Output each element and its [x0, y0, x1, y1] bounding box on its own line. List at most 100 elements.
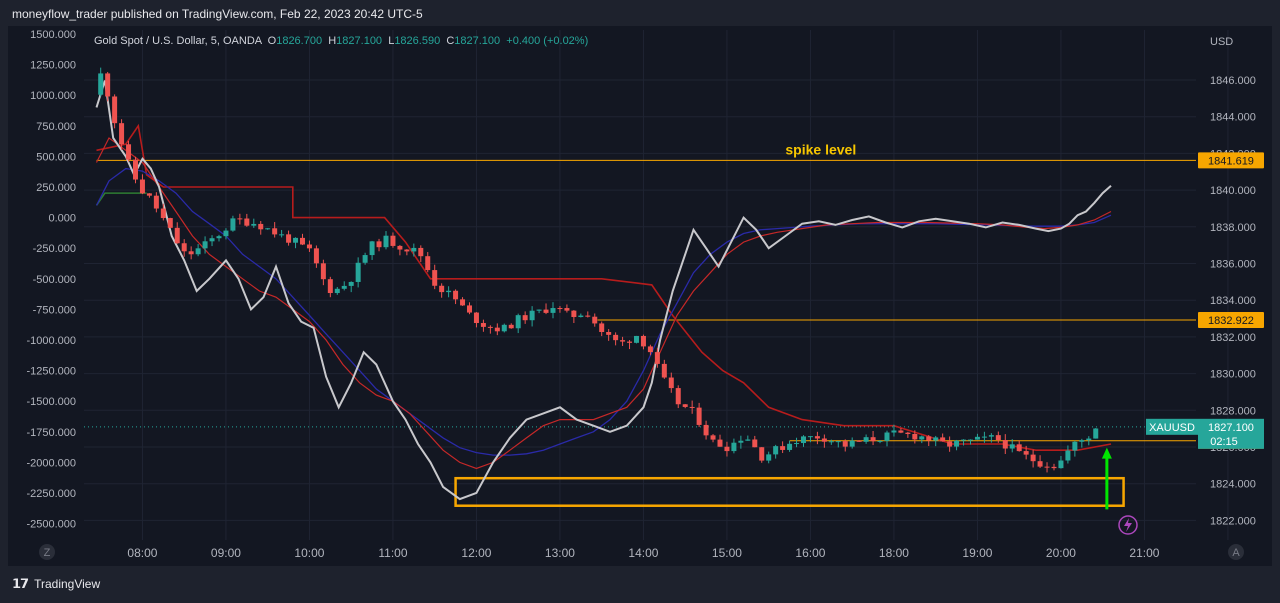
candle-body: [439, 285, 445, 293]
oscillator-tick-label: 1500.000: [30, 29, 76, 41]
legend-open-value: 1826.700: [276, 35, 323, 47]
candle-body: [1044, 466, 1050, 468]
candle-body: [870, 437, 876, 442]
candle-body: [633, 335, 639, 343]
candle-body: [627, 341, 633, 343]
last-price-text: 1827.100: [1208, 422, 1254, 434]
time-tick-label: 19:00: [962, 546, 992, 560]
candle-body: [724, 446, 730, 452]
a-button[interactable]: [1228, 544, 1244, 560]
candle-body: [1037, 461, 1043, 467]
price-tick-label: 1846.000: [1210, 75, 1256, 87]
candle-body: [550, 308, 556, 313]
oscillator-tick-label: -750.000: [33, 304, 76, 316]
candle-body: [258, 223, 264, 230]
price-labels-group: 1841.6191832.9221826.343XAUUSD1827.10002…: [1146, 152, 1264, 449]
price-tick-label: 1828.000: [1210, 405, 1256, 417]
candle-body: [237, 218, 243, 220]
tradingview-logo[interactable]: 𝟭𝟳 TradingView: [12, 576, 100, 592]
grid: [84, 30, 1229, 540]
candle-body: [717, 439, 723, 447]
candle-body: [105, 73, 111, 97]
candle-body: [508, 324, 514, 329]
candle-body: [160, 208, 166, 219]
candle-body: [279, 234, 285, 236]
candle-body: [216, 236, 222, 239]
candle-body: [884, 432, 890, 441]
candle-body: [821, 438, 827, 442]
oscillator-tick-label: 500.000: [36, 151, 76, 163]
candle-body: [578, 315, 584, 318]
candle-body: [327, 279, 333, 294]
oscillator-tick-label: -2000.000: [26, 457, 76, 469]
candle-body: [487, 326, 493, 328]
time-tick-label: 09:00: [211, 546, 241, 560]
candle-body: [696, 407, 702, 425]
candle-body: [1030, 454, 1036, 462]
candle-body: [146, 193, 152, 196]
candle-body: [188, 251, 194, 255]
oscillator-tick-label: -2500.000: [26, 519, 76, 531]
price-tick-label: 1844.000: [1210, 112, 1256, 124]
candle-body: [466, 305, 472, 313]
candle-body: [807, 436, 813, 438]
legend-close-value: 1827.100: [454, 35, 501, 47]
candle-body: [536, 309, 542, 311]
candle-body: [863, 437, 869, 442]
candle-body: [585, 315, 591, 317]
candle-body: [905, 432, 911, 434]
candle-body: [1065, 450, 1071, 461]
candle-body: [522, 315, 528, 321]
candle-body: [313, 248, 319, 264]
zone-box: [454, 476, 1125, 507]
candle-body: [800, 436, 806, 444]
candle-body: [460, 299, 466, 306]
oscillator-tick-label: -1000.000: [26, 335, 76, 347]
candle-body: [613, 334, 619, 341]
z-button-label: Z: [44, 547, 51, 559]
candle-body: [494, 327, 500, 332]
lightning-icon[interactable]: [1118, 515, 1138, 535]
candle-body: [745, 439, 751, 441]
oscillator-tick-label: 1250.000: [30, 60, 76, 72]
candle-body: [209, 238, 215, 242]
candle-body: [974, 436, 980, 440]
oscillator-blue-line: [95, 167, 1112, 456]
candle-body: [647, 346, 653, 353]
candle-body: [480, 323, 486, 327]
candle-body: [814, 436, 820, 439]
symbol-tag: [1146, 418, 1198, 435]
candle-body: [418, 247, 424, 257]
candle-body: [174, 227, 180, 244]
candle-body: [1016, 444, 1022, 452]
legend-symbol: Gold Spot / U.S. Dollar, 5, OANDA: [94, 35, 262, 47]
oscillator-tick-label: 250.000: [36, 182, 76, 194]
candle-body: [988, 435, 994, 437]
stop-line: [96, 123, 1112, 452]
price-tick-label: 1824.000: [1210, 479, 1256, 491]
price-tick-label: 1832.000: [1210, 332, 1256, 344]
legend-high-label: H: [328, 35, 337, 47]
candle-body: [411, 247, 417, 252]
candle-body: [383, 235, 389, 248]
candle-body: [787, 443, 793, 450]
candle-body: [320, 263, 326, 280]
candle-body: [251, 223, 257, 226]
candle-body: [592, 316, 598, 324]
horizontal-level-price-tag: [1198, 311, 1264, 328]
price-tick-label: 1836.000: [1210, 259, 1256, 271]
candle-body: [606, 331, 612, 335]
price-axis-unit: USD: [1210, 36, 1233, 48]
candle-body: [731, 442, 737, 452]
candle-body: [195, 248, 201, 255]
time-tick-label: 12:00: [461, 546, 491, 560]
candle-body: [1086, 438, 1092, 441]
time-tick-label: 11:00: [378, 546, 407, 560]
candle-body: [265, 228, 271, 230]
z-button[interactable]: [39, 544, 55, 560]
candle-body: [682, 404, 688, 407]
candle-body: [425, 256, 431, 271]
candle-body: [766, 454, 772, 461]
candle-body: [153, 195, 159, 209]
